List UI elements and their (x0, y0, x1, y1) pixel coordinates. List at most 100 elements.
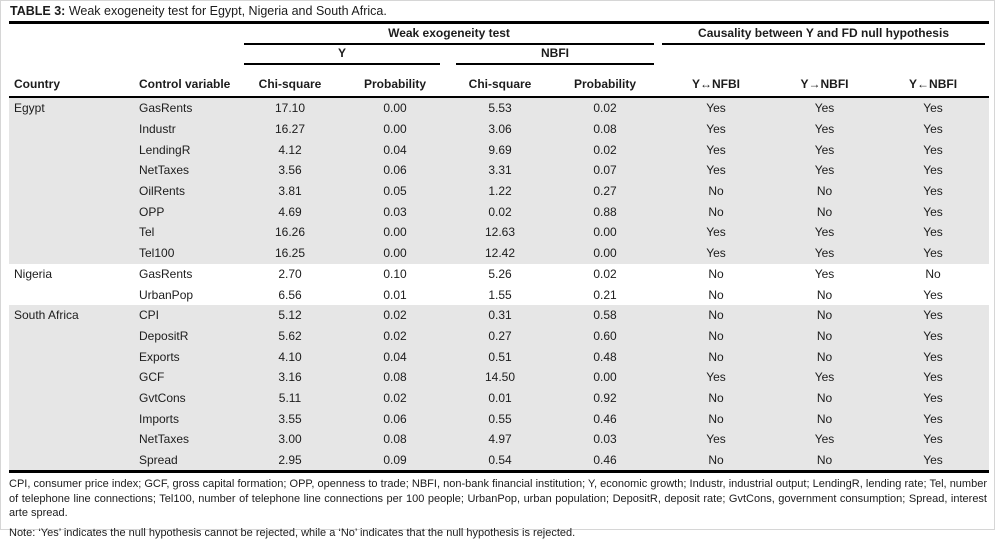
header-spacer (9, 23, 240, 46)
cell-control-variable: Tel (139, 225, 155, 240)
cell-causality-from: Yes (923, 184, 943, 199)
header-columns-row: Country Control variable Chi-square Prob… (9, 65, 990, 98)
table-row: Tel 16.26 0.00 12.63 0.00 Yes Yes Yes (9, 222, 990, 243)
cell-y-probability: 0.02 (383, 390, 407, 405)
header-spacer (660, 45, 989, 65)
cell-causality-to: Yes (814, 370, 835, 385)
cell-causality-from: Yes (923, 453, 943, 468)
column-header-chi-square-y: Chi-square (240, 65, 340, 98)
table-caption: TABLE 3: Weak exogeneity test for Egypt,… (9, 3, 987, 21)
cell-causality-to: Yes (814, 246, 835, 261)
table-body: Egypt GasRents 17.10 0.00 5.53 0.02 Yes Yes Yes I… (9, 97, 990, 472)
cell-causality-both: No (708, 287, 724, 302)
cell-control-variable: GasRents (139, 266, 193, 281)
table-row: Imports 3.55 0.06 0.55 0.46 No No Yes (9, 408, 990, 429)
cell-causality-from: Yes (923, 163, 943, 178)
header-subgroup-row: Y NBFI (9, 45, 989, 65)
cell-causality-to: No (816, 328, 833, 343)
table-row: Industr 16.27 0.00 3.06 0.08 Yes Yes Yes (9, 118, 990, 140)
table-row: OPP 4.69 0.03 0.02 0.88 No No Yes (9, 201, 990, 223)
table-row: South Africa CPI 5.12 0.02 0.31 0.58 No No Yes (9, 304, 990, 326)
cell-causality-from: Yes (923, 101, 943, 116)
header-subgroup-y-label: Y (244, 46, 440, 65)
cell-y-probability: 0.04 (383, 142, 407, 157)
table-row: GCF 3.16 0.08 14.50 0.00 Yes Yes Yes (9, 366, 990, 388)
cell-country (9, 367, 137, 388)
table-row: GvtCons 5.11 0.02 0.01 0.92 No No Yes (9, 387, 990, 409)
cell-causality-to: Yes (814, 225, 835, 240)
cell-causality-to: Yes (814, 432, 835, 447)
cell-causality-both: No (708, 390, 724, 405)
cell-causality-both: No (708, 349, 724, 364)
cell-nbfi-chi-square: 0.55 (488, 411, 512, 426)
cell-country (9, 326, 137, 347)
cell-y-probability: 0.09 (383, 453, 407, 468)
cell-causality-to: No (816, 184, 833, 199)
cell-control-variable: Imports (139, 411, 180, 426)
cell-causality-from: Yes (923, 225, 943, 240)
cell-y-probability: 0.00 (383, 122, 407, 137)
cell-causality-to: No (816, 349, 833, 364)
cell-country (9, 284, 137, 305)
interpretation-note: Note: ‘Yes’ indicates the null hypothesi… (9, 526, 576, 539)
cell-causality-from: No (925, 266, 941, 281)
table-row: Spread 2.95 0.09 0.54 0.46 No No Yes (9, 449, 990, 472)
cell-causality-to: No (816, 390, 833, 405)
cell-control-variable: Tel100 (139, 246, 175, 261)
cell-causality-both: Yes (706, 101, 726, 116)
cell-nbfi-chi-square: 0.01 (488, 390, 512, 405)
cell-causality-both: No (708, 184, 724, 199)
cell-y-probability: 0.08 (383, 432, 407, 447)
cell-y-probability: 0.10 (383, 266, 407, 281)
cell-causality-from: Yes (923, 246, 943, 261)
cell-nbfi-probability: 0.60 (593, 328, 617, 343)
cell-causality-from: Yes (923, 411, 943, 426)
cell-nbfi-probability: 0.48 (593, 349, 617, 364)
cell-causality-both: Yes (706, 142, 726, 157)
cell-causality-both: No (708, 453, 724, 468)
cell-nbfi-chi-square: 9.69 (488, 142, 512, 157)
cell-country (9, 243, 137, 264)
cell-causality-from: Yes (923, 142, 943, 157)
cell-country (9, 408, 137, 429)
header-subgroup-y: Y (240, 45, 450, 65)
cell-y-probability: 0.00 (383, 225, 407, 240)
cell-control-variable: GCF (139, 370, 165, 385)
column-header-causality-both: Y↔NFBI (660, 65, 773, 98)
cell-nbfi-probability: 0.02 (593, 101, 617, 116)
cell-y-chi-square: 2.95 (278, 453, 302, 468)
cell-y-probability: 0.05 (383, 184, 407, 199)
cell-y-probability: 0.02 (383, 328, 407, 343)
cell-y-probability: 0.00 (383, 246, 407, 261)
cell-country (9, 346, 137, 367)
table-row: DepositR 5.62 0.02 0.27 0.60 No No Yes (9, 325, 990, 347)
cell-y-chi-square: 5.12 (278, 308, 302, 323)
cell-causality-from: Yes (923, 390, 943, 405)
cell-country (9, 450, 137, 472)
column-header-probability-nbfi: Probability (550, 65, 661, 98)
header-subgroup-nbfi: NBFI (450, 45, 660, 65)
cell-y-chi-square: 4.12 (278, 142, 302, 157)
cell-country (9, 201, 137, 222)
cell-causality-to: Yes (814, 101, 835, 116)
cell-y-probability: 0.08 (383, 370, 407, 385)
cell-nbfi-probability: 0.46 (593, 411, 617, 426)
table-row: UrbanPop 6.56 0.01 1.55 0.21 No No Yes (9, 284, 989, 305)
cell-control-variable: NetTaxes (139, 432, 190, 447)
cell-country: Egypt (14, 101, 45, 116)
header-group-weak-exogeneity-label: Weak exogeneity test (244, 26, 655, 45)
table-row: OilRents 3.81 0.05 1.22 0.27 No No Yes (9, 180, 990, 202)
cell-causality-from: Yes (923, 204, 943, 219)
table-row: NetTaxes 3.00 0.08 4.97 0.03 Yes Yes Yes (9, 429, 990, 450)
cell-y-probability: 0.06 (383, 163, 407, 178)
cell-y-chi-square: 3.56 (278, 163, 302, 178)
header-group-weak-exogeneity: Weak exogeneity test (240, 23, 660, 45)
cell-y-chi-square: 3.55 (278, 411, 302, 426)
cell-y-chi-square: 5.11 (278, 390, 302, 405)
cell-control-variable: NetTaxes (139, 163, 190, 178)
cell-control-variable: Exports (139, 349, 180, 364)
cell-causality-both: No (708, 204, 724, 219)
table-row: Nigeria GasRents 2.70 0.10 5.26 0.02 No Yes No (9, 264, 989, 285)
cell-nbfi-chi-square: 0.02 (488, 204, 512, 219)
